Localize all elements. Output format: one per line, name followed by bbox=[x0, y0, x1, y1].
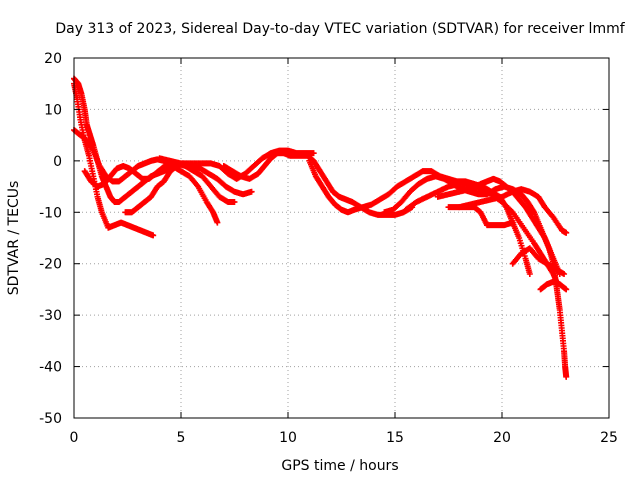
series-sat-o bbox=[509, 245, 568, 277]
y-tick-label: 0 bbox=[53, 154, 62, 170]
data-point bbox=[563, 286, 570, 293]
x-tick-label: 0 bbox=[70, 430, 79, 446]
x-tick-label: 15 bbox=[386, 430, 404, 446]
data-point bbox=[561, 271, 568, 277]
y-tick-label: -40 bbox=[39, 360, 62, 376]
ticks: 0 5 10 15 20 25 -50 -40 -30 -20 -10 0 10 20 bbox=[39, 51, 618, 446]
series-sat-m bbox=[445, 204, 516, 229]
y-axis-label: SDTVAR / TECUs bbox=[6, 181, 22, 296]
y-tick-label: -10 bbox=[39, 205, 62, 221]
x-tick-label: 10 bbox=[279, 430, 297, 446]
data-point bbox=[563, 229, 570, 236]
y-tick-label: 10 bbox=[44, 102, 62, 118]
series-layer bbox=[71, 75, 570, 380]
grid bbox=[74, 58, 609, 418]
x-axis-label: GPS time / hours bbox=[281, 458, 398, 474]
data-point bbox=[526, 271, 533, 277]
x-tick-label: 20 bbox=[493, 430, 511, 446]
series-sat-h bbox=[306, 157, 533, 277]
data-point bbox=[509, 219, 516, 226]
data-point bbox=[563, 373, 570, 380]
x-tick-label: 25 bbox=[600, 430, 618, 446]
y-tick-label: 20 bbox=[44, 51, 62, 67]
y-tick-label: -30 bbox=[39, 308, 62, 324]
chart-title: Day 313 of 2023, Sidereal Day-to-day VTE… bbox=[55, 21, 625, 37]
series-sat-a bbox=[71, 80, 157, 239]
y-tick-label: -50 bbox=[39, 411, 62, 427]
plot-frame bbox=[73, 57, 610, 419]
data-point bbox=[248, 188, 255, 195]
series-sat-j bbox=[402, 181, 561, 288]
data-point bbox=[231, 199, 238, 205]
data-point bbox=[310, 150, 317, 157]
series-sat-n bbox=[537, 278, 570, 293]
series-sat-c bbox=[71, 127, 221, 226]
data-point bbox=[150, 232, 157, 239]
data-point bbox=[214, 219, 221, 226]
x-tick-label: 5 bbox=[177, 430, 186, 446]
y-tick-label: -20 bbox=[39, 257, 62, 273]
